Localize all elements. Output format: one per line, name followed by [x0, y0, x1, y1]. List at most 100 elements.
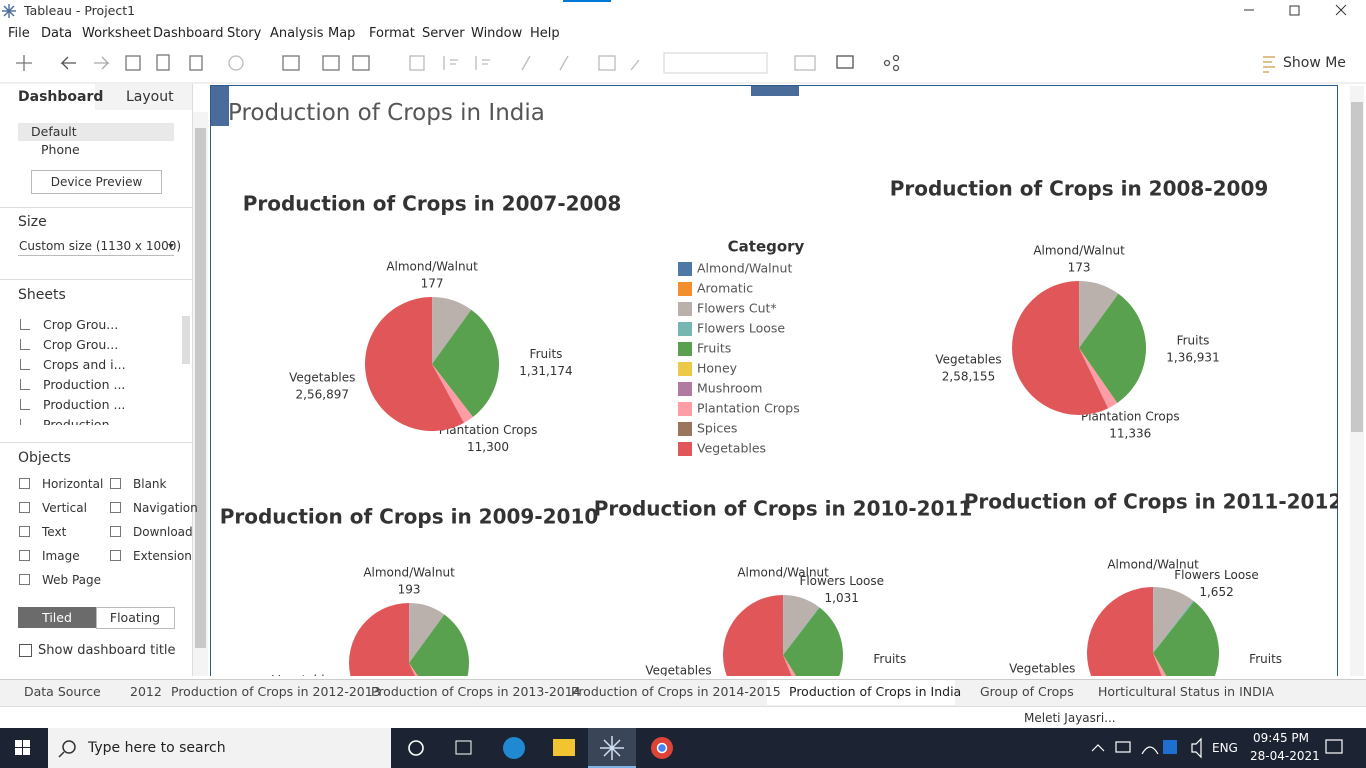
slice-value: 193: [398, 583, 421, 597]
sheet-item[interactable]: Production: [43, 417, 110, 425]
restore[interactable]: [1289, 5, 1300, 16]
object-item[interactable]: Download: [133, 525, 193, 539]
search-placeholder[interactable]: Type here to search: [88, 740, 226, 756]
tiled-button[interactable]: [18, 607, 96, 628]
object-item[interactable]: Text: [42, 525, 67, 539]
show-me[interactable]: Show Me: [1283, 55, 1346, 71]
size-select[interactable]: Custom size (1130 x 1000): [19, 239, 182, 253]
sheet-tab[interactable]: Group of Crops: [980, 684, 1074, 699]
sheet-item[interactable]: Crop Grou...: [43, 317, 119, 332]
sheets-scrollbar[interactable]: [182, 316, 190, 364]
drag-handle[interactable]: [751, 86, 799, 96]
menu-item[interactable]: File: [8, 26, 30, 41]
clock-date[interactable]: 28-04-2021: [1250, 749, 1320, 763]
active-tab[interactable]: [767, 680, 955, 705]
sheet-tab[interactable]: 2012: [130, 684, 162, 699]
sheet-item[interactable]: Production ...: [43, 377, 126, 392]
layout-mode[interactable]: Tiled: [42, 610, 72, 625]
dashboard-scroll-thumb[interactable]: [1351, 102, 1363, 432]
device-option[interactable]: Default: [31, 124, 77, 139]
tab-bar: [0, 679, 1366, 706]
layout-tab-bg: [95, 84, 192, 110]
status-bar: [0, 706, 1366, 729]
panel-tab[interactable]: Dashboard: [18, 89, 104, 105]
panel-scroll-thumb[interactable]: [195, 128, 206, 648]
dropdown-caret[interactable]: [168, 244, 174, 248]
object-icon: [19, 574, 30, 585]
device-preview-label[interactable]: Device Preview: [50, 175, 143, 189]
object-item[interactable]: Image: [42, 549, 80, 563]
chart-title: Production of Crops in 2010-2011: [594, 497, 973, 521]
legend-label: Plantation Crops: [697, 401, 800, 416]
object-item[interactable]: Web Page: [42, 573, 102, 587]
object-icon: [19, 502, 30, 513]
show-title-label[interactable]: Show dashboard title: [38, 643, 176, 658]
pie-slice: [1011, 281, 1109, 415]
menu-item[interactable]: Map: [328, 26, 356, 41]
legend-swatch: [678, 362, 692, 376]
pie-slice: [365, 297, 464, 431]
object-item[interactable]: Extension: [133, 549, 192, 563]
menu-item[interactable]: Worksheet: [82, 26, 152, 41]
legend-label: Almond/Walnut: [697, 261, 792, 276]
panel-tab[interactable]: Layout: [126, 89, 174, 105]
sheet-tab[interactable]: Production of Crops in 2013-2014: [371, 684, 581, 699]
menu-item[interactable]: Analysis: [270, 26, 324, 41]
chart-title: Production of Crops in 2009-2010: [220, 505, 599, 529]
menu-item[interactable]: Help: [530, 26, 560, 41]
legend-label: Aromatic: [697, 281, 753, 296]
focus-bar: [563, 0, 611, 2]
chart-title: Production of Crops in 2008-2009: [890, 177, 1269, 201]
menu-item[interactable]: Story: [227, 26, 262, 41]
title-handle[interactable]: [211, 86, 229, 126]
object-item[interactable]: Blank: [133, 477, 167, 491]
sheet-item[interactable]: Crop Grou...: [43, 337, 119, 352]
app-icon: [2, 4, 16, 18]
dashboard-canvas: Category Almond/Walnut Aromatic Flowers Cut…: [220, 177, 1338, 676]
sheet-tab[interactable]: Production of Crops in India: [789, 684, 962, 699]
slice-label: Plantation Crops: [1081, 409, 1180, 423]
cortana[interactable]: [408, 740, 424, 756]
sheet-tab[interactable]: Production of Crops in 2014-2015: [571, 684, 781, 699]
sheet-icon: [20, 379, 30, 390]
edge[interactable]: [503, 737, 525, 759]
pie-slice: [1153, 587, 1194, 653]
toolbar-icons: [16, 52, 1275, 74]
floating-button[interactable]: [96, 607, 175, 629]
slice-label: Almond/Walnut: [1033, 244, 1125, 258]
sheet-item[interactable]: Crops and i...: [43, 357, 126, 372]
pie-slice: [409, 663, 418, 676]
device-preview-button[interactable]: [31, 170, 162, 194]
search-box[interactable]: [48, 728, 391, 768]
explorer[interactable]: [553, 739, 575, 756]
layout-mode[interactable]: Floating: [109, 610, 161, 625]
pie-slice: [723, 595, 792, 676]
close[interactable]: [1335, 4, 1347, 16]
sheet-tab[interactable]: Horticultural Status in INDIA: [1098, 684, 1274, 699]
slice-value: 11,300: [467, 440, 509, 454]
sheet-icon: [20, 339, 30, 350]
chrome-icons: [0, 0, 1366, 84]
object-item[interactable]: Horizontal: [42, 477, 104, 491]
clock-time[interactable]: 09:45 PM: [1253, 731, 1309, 745]
checkbox[interactable]: [19, 644, 32, 657]
object-icon: [110, 550, 121, 561]
legend-swatch: [678, 442, 692, 456]
menu-item[interactable]: Window: [471, 26, 523, 41]
menu-item[interactable]: Server: [422, 26, 465, 41]
device-option[interactable]: Phone: [41, 142, 80, 157]
legend-swatch: [678, 262, 692, 276]
menu-item[interactable]: Format: [369, 26, 415, 41]
language[interactable]: ENG: [1212, 741, 1238, 755]
sheet-tab[interactable]: Production of Crops in 2012-2013: [171, 684, 381, 699]
menu-item[interactable]: Dashboard: [153, 26, 224, 41]
menu-item[interactable]: Data: [41, 26, 73, 41]
sheet-item[interactable]: Production ...: [43, 397, 126, 412]
legend-swatch: [678, 342, 692, 356]
object-item[interactable]: Vertical: [42, 501, 87, 515]
task-view[interactable]: [455, 740, 472, 755]
object-item[interactable]: Navigation: [133, 501, 198, 515]
start-button[interactable]: [15, 740, 30, 755]
user-name[interactable]: Meleti Jayasri...: [1024, 711, 1116, 725]
sheet-tab[interactable]: Data Source: [24, 684, 101, 699]
